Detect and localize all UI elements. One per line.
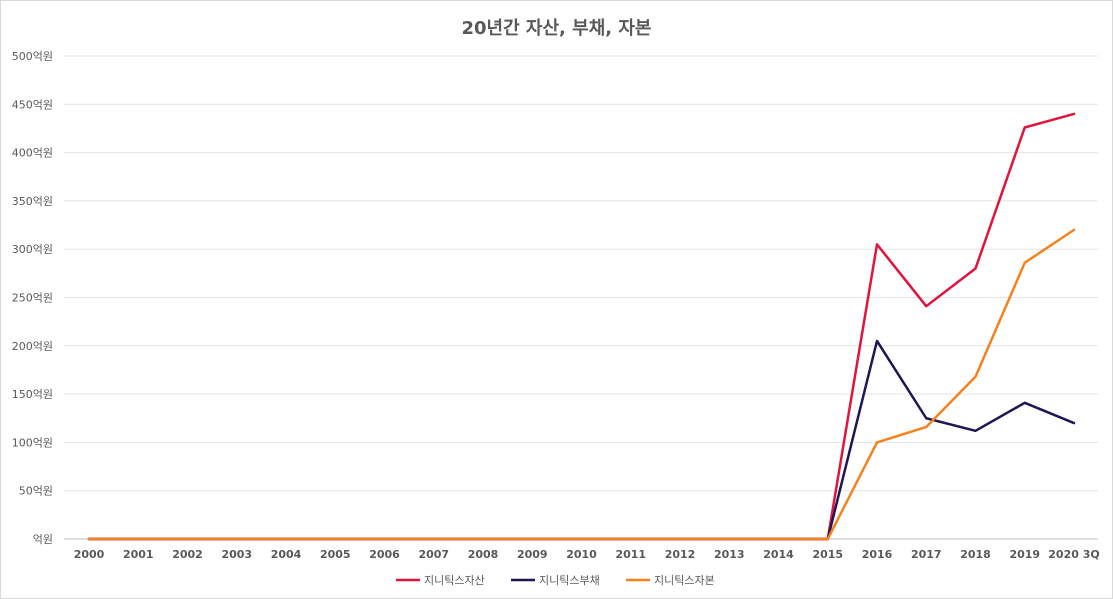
x-tick-label: 2012	[665, 548, 696, 561]
series-line	[87, 228, 1076, 541]
x-tick-label: 2005	[320, 548, 351, 561]
x-tick-label: 2000	[74, 548, 105, 561]
legend: 지니틱스자산 지니틱스부채 지니틱스자본	[396, 574, 715, 587]
series-lines	[87, 112, 1076, 541]
y-tick-label: 350억원	[12, 195, 53, 208]
y-tick-label: 450억원	[12, 98, 53, 111]
gridlines	[64, 55, 1098, 540]
x-tick-label: 2009	[517, 548, 548, 561]
x-tick-label: 2008	[468, 548, 499, 561]
series-line	[87, 112, 1076, 541]
x-tick-label: 2013	[714, 548, 745, 561]
x-tick-label: 2020 3Q	[1048, 548, 1099, 561]
y-tick-label: 500억원	[12, 50, 53, 63]
y-tick-label: 50억원	[19, 485, 53, 498]
series-line	[87, 339, 1076, 541]
chart-title: 20년간 자산, 부채, 자본	[461, 18, 652, 39]
legend-label: 지니틱스부채	[539, 574, 600, 587]
x-tick-label: 2006	[369, 548, 400, 561]
y-tick-label: 250억원	[12, 292, 53, 305]
y-tick-label: 200억원	[12, 340, 53, 353]
x-tick-label: 2004	[271, 548, 302, 561]
legend-label: 지니틱스자본	[654, 574, 715, 587]
x-tick-label: 2007	[418, 548, 449, 561]
y-tick-label: 100억원	[12, 436, 53, 449]
y-tick-label: 400억원	[12, 147, 53, 160]
x-tick-label: 2011	[615, 548, 646, 561]
x-tick-label: 2002	[172, 548, 203, 561]
y-axis-labels: 억원 50억원 100억원 150억원 200억원 250억원 300억원 350억원 400억…	[12, 50, 53, 546]
x-tick-label: 2018	[960, 548, 991, 561]
y-tick-label: 300억원	[12, 243, 53, 256]
x-tick-label: 2017	[911, 548, 942, 561]
x-tick-label: 2010	[566, 548, 597, 561]
x-tick-label: 2015	[812, 548, 843, 561]
x-axis-labels: 2000 2001 2002 2003 2004 2005 2006 2007 2008 2009…	[74, 548, 1100, 561]
x-tick-label: 2016	[862, 548, 893, 561]
x-tick-label: 2003	[221, 548, 252, 561]
y-tick-label: 억원	[33, 533, 53, 546]
legend-label: 지니틱스자산	[424, 574, 485, 587]
x-tick-label: 2014	[763, 548, 794, 561]
y-tick-label: 150억원	[12, 388, 53, 401]
x-tick-label: 2001	[123, 548, 154, 561]
x-tick-label: 2019	[1009, 548, 1040, 561]
